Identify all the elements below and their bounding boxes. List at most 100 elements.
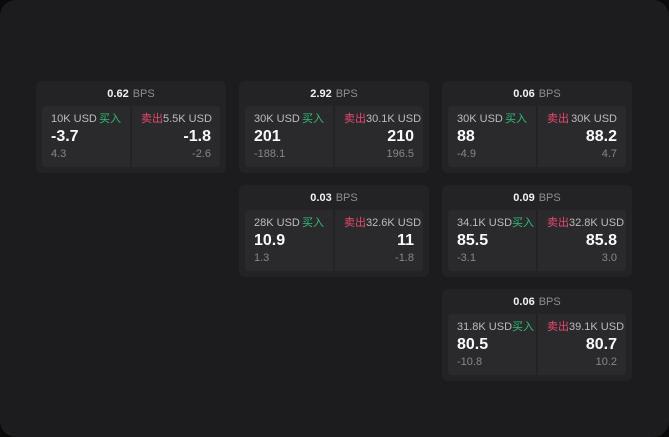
sell-price: -1.8 bbox=[183, 128, 211, 145]
bps-unit-label: BPS bbox=[538, 191, 561, 204]
buy-tile-header: 34.1K USD 买入 bbox=[457, 217, 534, 230]
buy-side-label: 买入 bbox=[512, 217, 535, 229]
sell-tile-header: 卖出 39.1K USD bbox=[547, 321, 624, 334]
sell-tile-header: 卖出 30.1K USD bbox=[344, 113, 421, 126]
bps-unit-label: BPS bbox=[538, 295, 561, 308]
card-header: 0.09 BPS bbox=[442, 185, 632, 210]
sell-quote-tile[interactable]: 卖出 32.6K USD 11 -1.8 bbox=[335, 210, 423, 271]
buy-delta: -4.9 bbox=[457, 148, 476, 160]
sell-delta: 4.7 bbox=[601, 148, 617, 160]
buy-quote-tile[interactable]: 28K USD 买入 10.9 1.3 bbox=[245, 210, 333, 271]
sell-quote-tile[interactable]: 卖出 32.8K USD 85.8 3.0 bbox=[538, 210, 626, 271]
sell-tile-header: 卖出 5.5K USD bbox=[141, 113, 212, 126]
bps-unit-label: BPS bbox=[538, 87, 561, 100]
sell-delta: -1.8 bbox=[395, 252, 414, 264]
sell-price: 11 bbox=[397, 232, 414, 249]
sell-amount: 32.8K USD bbox=[569, 217, 625, 229]
buy-delta: 1.3 bbox=[254, 252, 270, 264]
buy-quote-tile[interactable]: 31.8K USD 买入 80.5 -10.8 bbox=[448, 314, 536, 375]
buy-delta: 4.3 bbox=[51, 148, 67, 160]
sell-price: 80.7 bbox=[585, 336, 617, 353]
bps-value: 2.92 bbox=[310, 87, 332, 100]
sell-price: 88.2 bbox=[585, 128, 617, 145]
sell-amount: 30.1K USD bbox=[366, 113, 422, 125]
quote-panels: 34.1K USD 买入 85.5 -3.1 卖出 32.8K USD 85.8… bbox=[448, 210, 626, 271]
sell-side-label: 卖出 bbox=[547, 113, 569, 125]
buy-delta: -10.8 bbox=[457, 356, 483, 368]
sell-amount: 32.6K USD bbox=[366, 217, 422, 229]
quote-panels: 10K USD 买入 -3.7 4.3 卖出 5.5K USD -1.8 -2.… bbox=[42, 106, 220, 167]
sell-tile-header: 卖出 32.6K USD bbox=[344, 217, 421, 230]
buy-tile-header: 30K USD 买入 bbox=[457, 113, 527, 126]
sell-amount: 5.5K USD bbox=[163, 113, 212, 125]
buy-quote-tile[interactable]: 30K USD 买入 88 -4.9 bbox=[448, 106, 536, 167]
buy-side-label: 买入 bbox=[512, 321, 535, 333]
sell-price: 85.8 bbox=[585, 232, 617, 249]
sell-price: 210 bbox=[387, 128, 414, 145]
buy-price: 85.5 bbox=[457, 232, 489, 249]
buy-amount: 34.1K USD bbox=[457, 217, 513, 229]
quote-card: 0.62 BPS 10K USD 买入 -3.7 4.3 卖出 5.5K USD… bbox=[36, 81, 226, 173]
bps-unit-label: BPS bbox=[335, 87, 358, 100]
buy-tile-header: 30K USD 买入 bbox=[254, 113, 324, 126]
buy-price: -3.7 bbox=[51, 128, 79, 145]
buy-amount: 30K USD bbox=[457, 113, 503, 125]
buy-side-label: 买入 bbox=[99, 113, 121, 125]
quote-card: 2.92 BPS 30K USD 买入 201 -188.1 卖出 30.1K … bbox=[239, 81, 429, 173]
sell-side-label: 卖出 bbox=[344, 113, 366, 125]
sell-delta: 3.0 bbox=[601, 252, 617, 264]
bps-value: 0.03 bbox=[310, 191, 332, 204]
quote-panels: 31.8K USD 买入 80.5 -10.8 卖出 39.1K USD 80.… bbox=[448, 314, 626, 375]
buy-price: 88 bbox=[457, 128, 475, 145]
buy-quote-tile[interactable]: 34.1K USD 买入 85.5 -3.1 bbox=[448, 210, 536, 271]
sell-delta: 10.2 bbox=[595, 356, 617, 368]
buy-side-label: 买入 bbox=[505, 113, 527, 125]
buy-price: 10.9 bbox=[254, 232, 286, 249]
buy-amount: 31.8K USD bbox=[457, 321, 513, 333]
buy-amount: 10K USD bbox=[51, 113, 97, 125]
sell-amount: 39.1K USD bbox=[569, 321, 625, 333]
buy-tile-header: 28K USD 买入 bbox=[254, 217, 324, 230]
bps-unit-label: BPS bbox=[132, 87, 155, 100]
sell-delta: -2.6 bbox=[192, 148, 211, 160]
quote-panels: 30K USD 买入 88 -4.9 卖出 30K USD 88.2 4.7 bbox=[448, 106, 626, 167]
bps-value: 0.09 bbox=[513, 191, 535, 204]
sell-side-label: 卖出 bbox=[547, 321, 569, 333]
sell-tile-header: 卖出 30K USD bbox=[547, 113, 617, 126]
buy-price: 80.5 bbox=[457, 336, 489, 353]
buy-side-label: 买入 bbox=[302, 113, 324, 125]
buy-tile-header: 10K USD 买入 bbox=[51, 113, 121, 126]
bps-value: 0.06 bbox=[513, 87, 535, 100]
sell-delta: 196.5 bbox=[386, 148, 414, 160]
sell-side-label: 卖出 bbox=[344, 217, 366, 229]
card-header: 0.03 BPS bbox=[239, 185, 429, 210]
card-header: 0.62 BPS bbox=[36, 81, 226, 106]
sell-quote-tile[interactable]: 卖出 30.1K USD 210 196.5 bbox=[335, 106, 423, 167]
sell-quote-tile[interactable]: 卖出 39.1K USD 80.7 10.2 bbox=[538, 314, 626, 375]
sell-quote-tile[interactable]: 卖出 5.5K USD -1.8 -2.6 bbox=[132, 106, 220, 167]
sell-tile-header: 卖出 32.8K USD bbox=[547, 217, 624, 230]
sell-amount: 30K USD bbox=[571, 113, 617, 125]
quote-card: 0.03 BPS 28K USD 买入 10.9 1.3 卖出 32.6K US… bbox=[239, 185, 429, 277]
bps-value: 0.62 bbox=[107, 87, 129, 100]
buy-tile-header: 31.8K USD 买入 bbox=[457, 321, 534, 334]
quote-card: 0.06 BPS 30K USD 买入 88 -4.9 卖出 30K USD 8… bbox=[442, 81, 632, 173]
quote-card: 0.09 BPS 34.1K USD 买入 85.5 -3.1 卖出 32.8K… bbox=[442, 185, 632, 277]
buy-amount: 28K USD bbox=[254, 217, 300, 229]
quote-panels: 30K USD 买入 201 -188.1 卖出 30.1K USD 210 1… bbox=[245, 106, 423, 167]
bps-value: 0.06 bbox=[513, 295, 535, 308]
card-header: 2.92 BPS bbox=[239, 81, 429, 106]
buy-amount: 30K USD bbox=[254, 113, 300, 125]
quote-panels: 28K USD 买入 10.9 1.3 卖出 32.6K USD 11 -1.8 bbox=[245, 210, 423, 271]
buy-delta: -188.1 bbox=[254, 148, 286, 160]
buy-price: 201 bbox=[254, 128, 281, 145]
buy-quote-tile[interactable]: 10K USD 买入 -3.7 4.3 bbox=[42, 106, 130, 167]
buy-quote-tile[interactable]: 30K USD 买入 201 -188.1 bbox=[245, 106, 333, 167]
bps-unit-label: BPS bbox=[335, 191, 358, 204]
cards-grid: 0.62 BPS 10K USD 买入 -3.7 4.3 卖出 5.5K USD… bbox=[36, 81, 632, 381]
sell-quote-tile[interactable]: 卖出 30K USD 88.2 4.7 bbox=[538, 106, 626, 167]
quote-card: 0.06 BPS 31.8K USD 买入 80.5 -10.8 卖出 39.1… bbox=[442, 289, 632, 381]
buy-delta: -3.1 bbox=[457, 252, 476, 264]
card-header: 0.06 BPS bbox=[442, 289, 632, 314]
